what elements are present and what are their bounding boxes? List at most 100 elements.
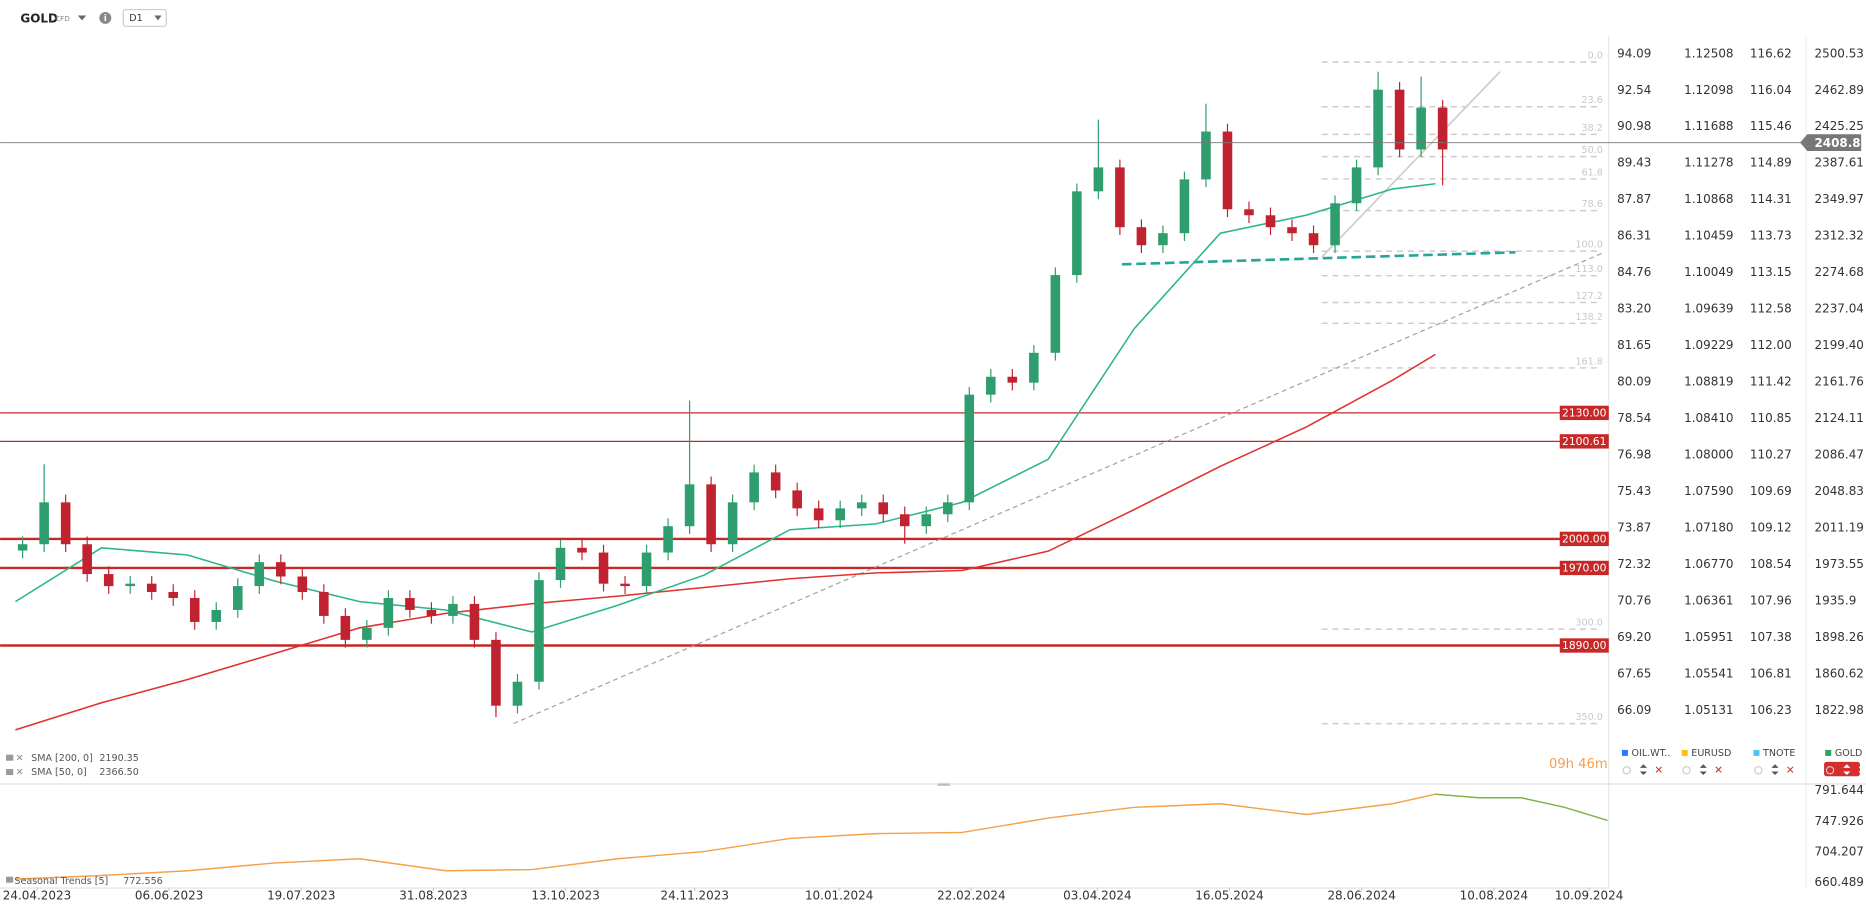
legend-name: SMA [50, 0]	[31, 767, 87, 778]
instrument-tick-label: 92.54	[1617, 83, 1651, 97]
x-tick-label: 10.09.2024	[1555, 888, 1623, 902]
symbol-dropdown[interactable]	[77, 15, 87, 21]
candle-body	[986, 376, 996, 395]
interval: D1	[129, 13, 142, 24]
info-icon[interactable]	[99, 11, 112, 24]
instrument-controls[interactable]: ✕	[1824, 761, 1866, 776]
instrument-tick-label: 110.85	[1750, 411, 1792, 425]
legend-name: Seasonal Trends [5]	[14, 876, 108, 887]
fib-label: 161.8	[1575, 356, 1602, 367]
instrument-visibility	[1754, 766, 1763, 775]
instrument-controls[interactable]: ✕	[1622, 763, 1663, 776]
instrument-tick-label: 69.20	[1617, 630, 1651, 644]
symbol[interactable]: GOLD	[20, 12, 58, 26]
candle-body	[1437, 107, 1448, 150]
candle-body	[1222, 131, 1233, 210]
candle-body	[146, 583, 157, 593]
instrument-tick-label: 1.06361	[1684, 594, 1733, 608]
legend-close: ✕	[16, 767, 24, 778]
candle-body	[512, 681, 523, 706]
fib-label: 350.0	[1575, 712, 1602, 723]
candle-body	[770, 472, 781, 491]
candle-body	[232, 586, 243, 610]
instrument-order	[1843, 764, 1851, 776]
y-tick-label: 660.489	[1814, 875, 1863, 889]
y-tick-label: 2462.89	[1814, 83, 1863, 97]
x-tick-label: 06.06.2023	[135, 888, 203, 902]
candle-body	[448, 603, 458, 616]
fib-label: 38.2	[1582, 123, 1603, 134]
instrument-remove: ✕	[1786, 763, 1795, 776]
candle-body	[211, 609, 222, 622]
candle-body	[598, 552, 609, 584]
instrument-tick-label: 70.76	[1617, 594, 1651, 608]
panel-resize-handle[interactable]	[937, 783, 950, 786]
instrument-tick-label: 83.20	[1617, 302, 1651, 316]
instrument-name: GOLD	[1835, 748, 1863, 759]
candle-body	[276, 562, 286, 577]
instrument-tick-label: 1.07180	[1684, 521, 1733, 535]
instrument-tick-label: 107.38	[1750, 630, 1792, 644]
instrument-visibility	[1682, 766, 1691, 775]
price-level-tag	[1559, 638, 1609, 653]
fib-label: 100.0	[1575, 240, 1602, 251]
candle-body	[426, 609, 437, 616]
moving-average	[15, 353, 1436, 731]
y-tick-label: 2274.68	[1814, 265, 1863, 279]
fib-label: 0.0	[1588, 51, 1603, 62]
legend-icon	[6, 754, 14, 761]
candle-body	[878, 502, 889, 515]
candle-body	[1179, 179, 1190, 234]
instrument-tick-label: 1.09229	[1684, 338, 1733, 352]
seasonal-line	[15, 793, 1436, 880]
instrument-order	[1699, 764, 1707, 776]
seasonal-line	[1435, 793, 1608, 822]
instrument-remove: ✕	[1714, 763, 1723, 776]
candle-body	[921, 514, 932, 527]
interval-select[interactable]	[122, 8, 167, 27]
instrument-tick-label: 1.05541	[1684, 666, 1733, 680]
instrument-tick-label: 115.46	[1750, 119, 1792, 133]
instrument-tick-label: 80.09	[1617, 375, 1651, 389]
instrument-tick-label: 114.31	[1750, 192, 1792, 206]
price-level-label: 2100.61	[1562, 435, 1606, 448]
instrument-tick-label: 87.87	[1617, 192, 1651, 206]
candle-body	[942, 502, 953, 515]
candle-body	[899, 514, 910, 527]
instrument-controls[interactable]: ✕	[1754, 763, 1795, 776]
instrument-tick-label: 1.10049	[1684, 265, 1733, 279]
instrument-tick-label: 106.81	[1750, 666, 1792, 680]
candle-body	[749, 472, 759, 503]
y-tick-label: 791.644	[1814, 783, 1863, 797]
candle-body	[1201, 131, 1211, 180]
instrument-tick-label: 86.31	[1617, 229, 1651, 243]
instrument-tick-label: 113.73	[1750, 229, 1792, 243]
legend-value: 772.556	[123, 876, 162, 887]
instrument-tick-label: 1.05951	[1684, 630, 1733, 644]
candle-body	[856, 502, 867, 509]
x-tick-label: 19.07.2023	[267, 888, 335, 902]
candle-body	[60, 502, 71, 545]
price-level-tag	[1559, 434, 1609, 449]
fib-label: 300.0	[1575, 618, 1602, 629]
x-tick-label: 28.06.2024	[1327, 888, 1395, 902]
instrument-tick-label: 114.89	[1750, 156, 1792, 170]
fib-label: 78.6	[1582, 199, 1603, 210]
y-tick-label: 2312.32	[1814, 229, 1863, 243]
y-tick-label: 2086.47	[1814, 448, 1863, 462]
y-tick-label: 747.926	[1814, 814, 1863, 828]
legend-value: 2366.50	[99, 767, 138, 778]
instrument-name: EURUSD	[1691, 748, 1731, 759]
instrument-swatch	[1681, 749, 1688, 756]
instrument-remove: ✕	[1858, 763, 1866, 776]
y-tick-label: 2199.40	[1814, 338, 1863, 352]
candle-body	[1007, 376, 1018, 383]
y-tick-label: 1973.55	[1814, 557, 1863, 571]
legend-icon	[6, 876, 14, 883]
candle-body	[1265, 215, 1276, 228]
instrument-controls[interactable]: ✕	[1682, 763, 1723, 776]
instrument-tick-label: 109.12	[1750, 521, 1792, 535]
candle-body	[1136, 227, 1147, 246]
